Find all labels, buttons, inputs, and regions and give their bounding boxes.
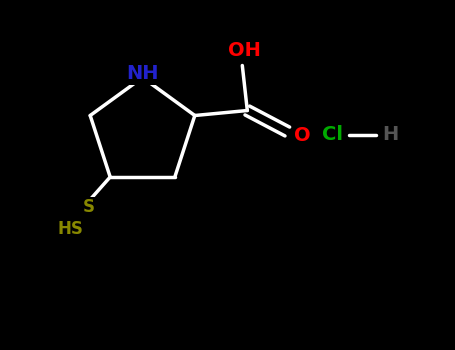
Text: Cl: Cl <box>322 126 343 145</box>
Text: H: H <box>381 125 399 145</box>
Text: OH: OH <box>228 41 263 61</box>
Text: HS: HS <box>57 220 83 238</box>
Text: S: S <box>82 198 95 216</box>
Text: HS: HS <box>56 220 84 238</box>
Text: NH: NH <box>126 64 159 83</box>
Text: S: S <box>83 198 95 216</box>
Text: Cl: Cl <box>321 125 344 145</box>
Text: OH: OH <box>228 41 261 60</box>
Text: O: O <box>293 126 311 146</box>
Text: H: H <box>382 126 398 145</box>
Text: NH: NH <box>125 63 160 84</box>
Text: O: O <box>294 126 311 145</box>
